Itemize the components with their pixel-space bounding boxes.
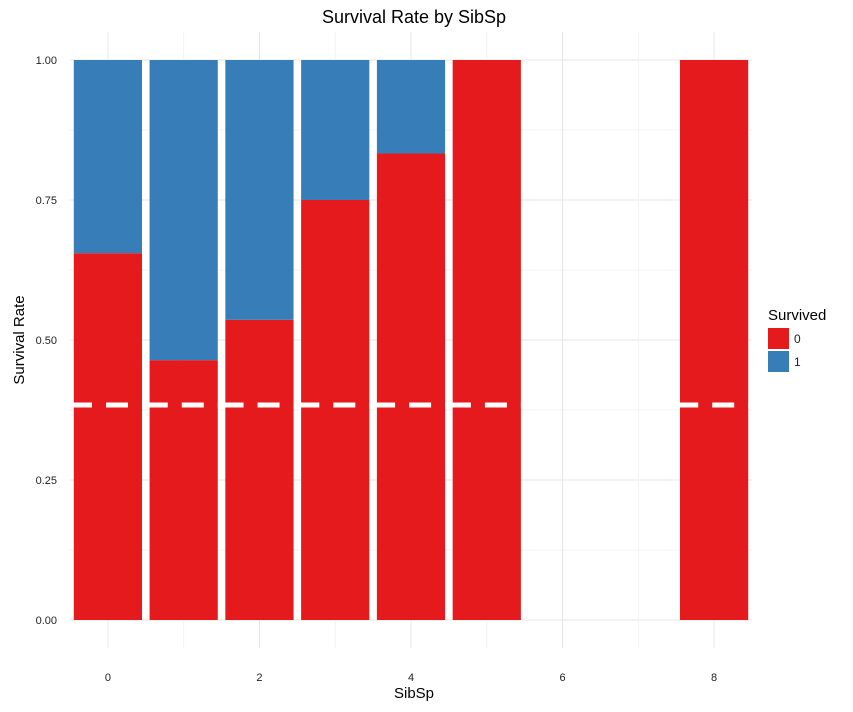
x-tick-label: 2 [256,672,262,684]
y-tick-label: 0.00 [36,615,57,627]
chart-title: Survival Rate by SibSp [322,7,506,27]
y-tick-label: 1.00 [36,55,57,67]
legend-key-0 [768,328,789,349]
bar-sibsp-4-survived-0 [376,153,446,620]
x-axis-title: SibSp [394,685,434,702]
legend: Survived 0 1 [768,307,826,372]
bar-sibsp-2-survived-1 [225,60,294,320]
bar-sibsp-2-survived-0 [225,319,294,620]
x-tick-label: 6 [559,672,565,684]
bar-sibsp-3-survived-1 [301,60,370,200]
x-axis-ticks: 0 2 4 6 8 [105,672,717,684]
bar-sibsp-0-survived-1 [73,60,142,254]
bar-sibsp-0-survived-0 [73,253,142,620]
legend-label-1: 1 [794,355,801,369]
y-tick-label: 0.25 [36,475,57,487]
y-axis-ticks: 0.00 0.25 0.50 0.75 1.00 [36,55,57,627]
bar-series [73,60,749,620]
x-tick-label: 8 [711,672,717,684]
legend-label-0: 0 [794,332,801,346]
bar-sibsp-1-survived-1 [149,60,218,361]
y-tick-label: 0.75 [36,195,57,207]
bar-sibsp-1-survived-0 [149,360,218,620]
legend-key-1 [768,351,789,372]
x-tick-label: 4 [408,672,414,684]
x-tick-label: 0 [105,672,111,684]
y-axis-title: Survival Rate [11,295,28,384]
legend-title: Survived [768,307,826,324]
y-tick-label: 0.50 [36,335,57,347]
bar-sibsp-4-survived-1 [376,60,446,154]
bar-sibsp-3-survived-0 [301,200,370,620]
bar-sibsp-8-survived-0 [680,60,749,620]
bar-sibsp-5-survived-0 [452,60,521,620]
